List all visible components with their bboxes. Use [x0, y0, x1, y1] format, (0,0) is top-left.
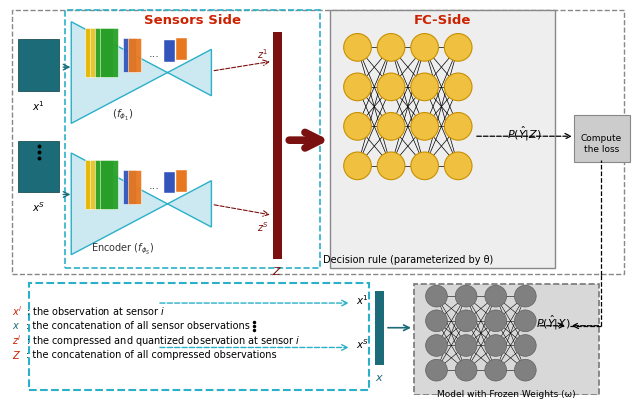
- Bar: [90, 160, 108, 209]
- Bar: [85, 28, 103, 77]
- Circle shape: [444, 34, 472, 61]
- Circle shape: [455, 285, 477, 307]
- Text: $Z$: $Z$: [12, 349, 21, 361]
- Text: $x^S$: $x^S$: [32, 200, 45, 214]
- Circle shape: [515, 359, 536, 381]
- Circle shape: [485, 359, 507, 381]
- Circle shape: [455, 359, 477, 381]
- Bar: [65, 10, 320, 268]
- Circle shape: [485, 285, 507, 307]
- Circle shape: [426, 285, 447, 307]
- Text: Compute
the loss: Compute the loss: [580, 134, 622, 154]
- Polygon shape: [71, 22, 211, 123]
- Text: $z^i$: $z^i$: [12, 334, 22, 348]
- Bar: [100, 28, 118, 77]
- Text: : the concatenation of all sensor observations: : the concatenation of all sensor observ…: [26, 321, 250, 331]
- Circle shape: [411, 73, 438, 101]
- Bar: [18, 40, 60, 91]
- Bar: [127, 170, 141, 204]
- Text: $P(\hat{Y}|X)$: $P(\hat{Y}|X)$: [536, 314, 570, 332]
- Bar: [95, 28, 113, 77]
- FancyBboxPatch shape: [573, 114, 630, 162]
- Circle shape: [515, 335, 536, 356]
- Text: $z^1$: $z^1$: [257, 47, 269, 61]
- Circle shape: [377, 112, 405, 140]
- Bar: [95, 160, 113, 209]
- Circle shape: [455, 335, 477, 356]
- Polygon shape: [71, 153, 211, 255]
- Text: : the compressed and quantized observation at sensor $i$: : the compressed and quantized observati…: [26, 334, 300, 348]
- Text: $x^S$: $x^S$: [356, 338, 369, 352]
- Circle shape: [426, 310, 447, 332]
- Circle shape: [426, 359, 447, 381]
- Bar: [330, 10, 555, 268]
- Bar: [90, 28, 108, 77]
- Circle shape: [444, 73, 472, 101]
- Text: $(f_{\phi_1})$: $(f_{\phi_1})$: [112, 107, 133, 122]
- Bar: [176, 170, 187, 192]
- Circle shape: [411, 34, 438, 61]
- Circle shape: [344, 112, 371, 140]
- Text: Encoder $(f_{\phi_S})$: Encoder $(f_{\phi_S})$: [91, 241, 154, 256]
- Bar: [18, 141, 60, 192]
- Circle shape: [515, 310, 536, 332]
- Circle shape: [444, 112, 472, 140]
- Text: $x$: $x$: [12, 321, 20, 331]
- Bar: [164, 172, 175, 194]
- Text: ...: ...: [148, 181, 159, 191]
- Text: $Z$: $Z$: [271, 264, 282, 276]
- Bar: [85, 160, 103, 209]
- Text: $P(\hat{Y}|Z)$: $P(\hat{Y}|Z)$: [507, 124, 541, 143]
- Circle shape: [455, 310, 477, 332]
- Text: Decision rule (parameterized by θ): Decision rule (parameterized by θ): [323, 255, 493, 265]
- Circle shape: [515, 285, 536, 307]
- Text: $x$: $x$: [375, 373, 384, 383]
- Text: $z^S$: $z^S$: [257, 220, 269, 234]
- Text: : the concatenation of all compressed observations: : the concatenation of all compressed ob…: [26, 350, 276, 360]
- Circle shape: [485, 310, 507, 332]
- Bar: [12, 10, 624, 274]
- Circle shape: [377, 73, 405, 101]
- Circle shape: [344, 73, 371, 101]
- Circle shape: [485, 335, 507, 356]
- Circle shape: [377, 34, 405, 61]
- Bar: [164, 40, 175, 62]
- Bar: [375, 291, 384, 365]
- Text: FC-Side: FC-Side: [413, 14, 471, 27]
- Circle shape: [411, 152, 438, 180]
- Circle shape: [444, 152, 472, 180]
- Bar: [414, 284, 599, 395]
- Circle shape: [411, 112, 438, 140]
- Bar: [123, 170, 136, 204]
- Circle shape: [344, 152, 371, 180]
- Text: Model with Frozen Weights (ω): Model with Frozen Weights (ω): [437, 390, 576, 399]
- Bar: [127, 38, 141, 72]
- Text: $x^1$: $x^1$: [32, 99, 45, 112]
- Bar: [100, 160, 118, 209]
- Text: ...: ...: [148, 49, 159, 59]
- Text: $x^i$: $x^i$: [12, 304, 22, 318]
- Circle shape: [344, 34, 371, 61]
- Circle shape: [377, 152, 405, 180]
- Bar: [29, 283, 369, 390]
- Circle shape: [426, 335, 447, 356]
- Bar: [176, 38, 187, 60]
- Bar: [273, 32, 282, 259]
- Text: $x^1$: $x^1$: [356, 293, 369, 307]
- Text: Sensors Side: Sensors Side: [144, 14, 241, 27]
- Bar: [123, 38, 136, 72]
- Text: : the observation at sensor $i$: : the observation at sensor $i$: [26, 305, 165, 317]
